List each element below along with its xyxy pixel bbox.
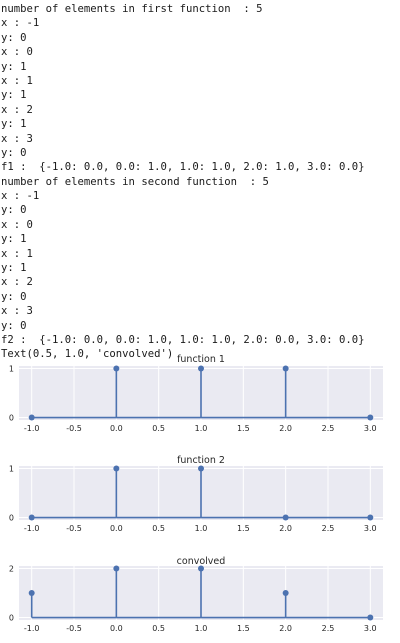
chart-title: function 2 — [177, 455, 225, 466]
console-line: y: 1 — [1, 60, 27, 73]
stem-marker — [198, 565, 204, 572]
console-line: x : -1 — [1, 17, 40, 30]
console-line: y: 1 — [1, 118, 27, 131]
console-line: number of elements in second function : … — [1, 175, 269, 188]
x-tick-label: 2.0 — [279, 424, 292, 433]
y-tick-label: 0 — [9, 614, 14, 623]
stem-marker — [198, 465, 204, 472]
console-line: x : 0 — [1, 218, 33, 231]
x-tick-label: 3.0 — [364, 524, 377, 533]
x-tick-label: 0.5 — [152, 424, 165, 433]
x-tick-label: 0.0 — [110, 624, 123, 633]
stem-marker — [113, 565, 120, 572]
console-line: y: 1 — [1, 89, 27, 102]
console-line: x : 1 — [1, 247, 33, 260]
y-tick-label: 0 — [9, 514, 14, 523]
console-line: y: 0 — [1, 204, 27, 217]
console-line: y: 0 — [1, 31, 27, 44]
x-tick-label: 0.0 — [110, 424, 123, 433]
y-tick-label: 1 — [9, 464, 14, 473]
stem-marker — [28, 514, 35, 521]
stem-marker — [28, 414, 35, 421]
chart-title: function 1 — [177, 354, 225, 365]
x-tick-label: -1.0 — [24, 424, 40, 433]
x-tick-label: 0.0 — [110, 524, 123, 533]
stem-marker — [113, 365, 120, 372]
x-tick-label: -0.5 — [66, 524, 82, 533]
console-line: x : 3 — [1, 305, 33, 318]
x-tick-label: 1.0 — [195, 424, 208, 433]
x-tick-label: 1.5 — [237, 524, 250, 533]
x-tick-label: 1.5 — [237, 624, 250, 633]
console-line: y: 1 — [1, 262, 27, 275]
console-line: x : 0 — [1, 46, 33, 59]
stem-marker — [282, 365, 289, 372]
x-tick-label: 1.0 — [195, 624, 208, 633]
x-tick-label: 2.0 — [279, 624, 292, 633]
stem-marker — [367, 414, 374, 421]
x-tick-label: -1.0 — [24, 524, 40, 533]
x-tick-label: 2.5 — [322, 524, 335, 533]
console-line: number of elements in first function : 5 — [1, 3, 263, 15]
console-line: y: 0 — [1, 290, 27, 303]
x-tick-label: 1.0 — [195, 524, 208, 533]
stem-marker — [28, 590, 35, 596]
x-tick-label: 0.5 — [152, 524, 165, 533]
x-tick-label: -1.0 — [24, 624, 40, 633]
x-tick-label: 2.5 — [322, 624, 335, 633]
chart-3: convolved -1.0 -0.5 0.0 0.5 1.0 1.5 2.0 2.5 3.0 0 2 — [9, 556, 383, 633]
console-line: x : 2 — [1, 276, 33, 289]
x-tick-label: -0.5 — [66, 624, 82, 633]
stem-marker — [367, 614, 374, 621]
console-line: x : -1 — [1, 190, 40, 203]
x-tick-label: 0.5 — [152, 624, 165, 633]
x-tick-label: 1.5 — [237, 424, 250, 433]
stem-marker — [198, 365, 204, 372]
y-tick-label: 2 — [9, 564, 14, 573]
x-tick-label: -0.5 — [66, 424, 82, 433]
chart-title: convolved — [177, 556, 226, 567]
chart-1: function 1 -1.0 -0.5 0.0 0.5 1.0 1.5 2.0 2.5 3.0 0… — [9, 354, 383, 433]
stem-marker — [282, 514, 289, 521]
stem-marker — [282, 590, 289, 596]
console-line: y: 1 — [1, 233, 27, 246]
stem-marker — [367, 514, 374, 521]
y-tick-label: 0 — [9, 414, 14, 423]
x-tick-label: 2.0 — [279, 524, 292, 533]
console-line: x : 2 — [1, 103, 33, 116]
console-line: y: 0 — [1, 319, 27, 332]
console-line: f1 : {-1.0: 0.0, 0.0: 1.0, 1.0: 1.0, 2.0… — [1, 161, 365, 174]
x-tick-label: 2.5 — [322, 424, 335, 433]
x-tick-label: 3.0 — [364, 624, 377, 633]
x-tick-label: 3.0 — [364, 424, 377, 433]
console-line: Text(0.5, 1.0, 'convolved') — [1, 348, 174, 361]
console-line: f2 : {-1.0: 0.0, 0.0: 1.0, 1.0: 1.0, 2.0… — [1, 333, 365, 346]
stem-marker — [113, 465, 120, 472]
console-output: number of elements in first function : 5… — [1, 2, 399, 362]
chart-2: function 2 -1.0 -0.5 0.0 0.5 1.0 1.5 2.0 2.5 3.0 0… — [9, 455, 383, 533]
console-line: y: 0 — [1, 146, 27, 159]
y-tick-label: 1 — [9, 364, 14, 373]
console-line: x : 3 — [1, 132, 33, 145]
console-line: x : 1 — [1, 74, 33, 87]
